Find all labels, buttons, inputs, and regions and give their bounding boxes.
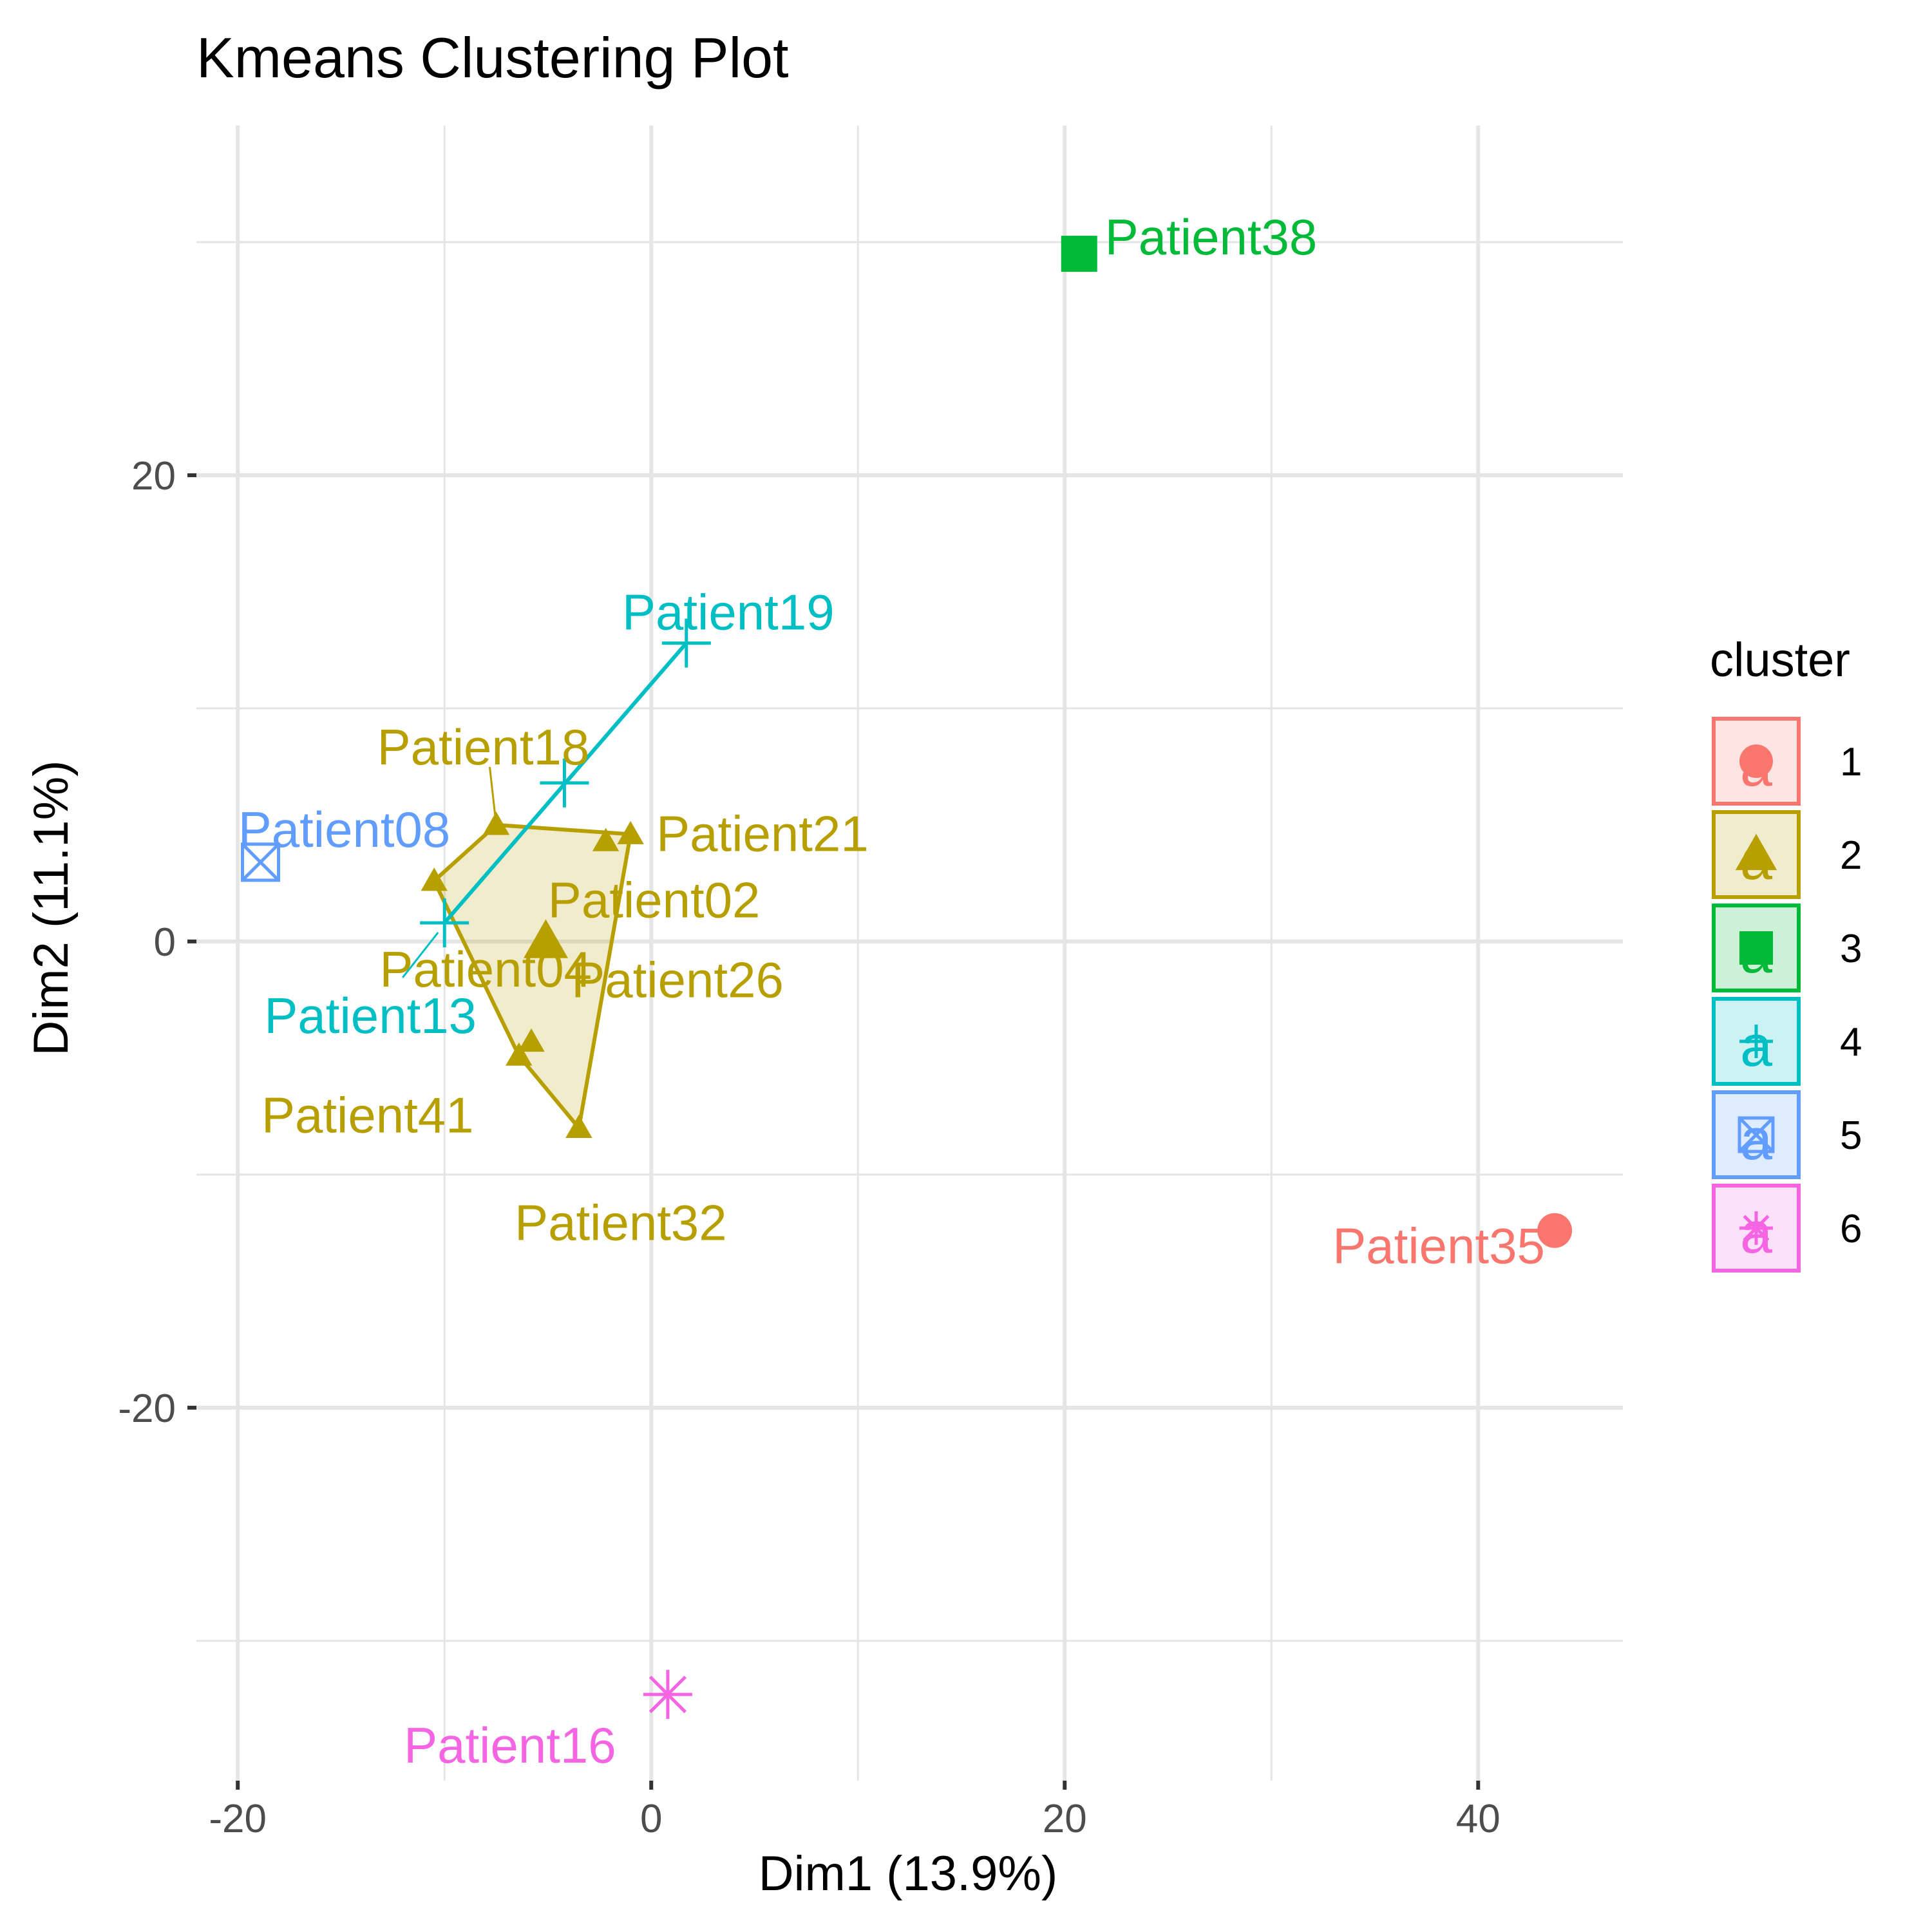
centroid-cluster-4 (540, 758, 589, 808)
x-tick-label: 20 (1043, 1797, 1087, 1841)
point-label-patient26: Patient26 (571, 952, 784, 1009)
grid (196, 126, 1623, 1781)
data-point-patient32 (565, 1114, 592, 1139)
legend-key-box-6 (1712, 1184, 1801, 1273)
point-label-layer: Patient38 Patient19 Patient13 Patient18 Pati… (238, 209, 1545, 1774)
legend-key-shape-2 (1735, 833, 1777, 871)
point-label-patient04: Patient04 (379, 941, 592, 998)
legend-key-shape-6 (1739, 1211, 1773, 1245)
y-axis-title: Dim2 (11.1%) (24, 761, 79, 1056)
point-label-patient13: Patient13 (264, 987, 477, 1044)
data-point-patient21 (617, 820, 644, 844)
data-point-patient13 (420, 898, 469, 947)
data-point-patient18 (482, 811, 510, 835)
data-point-patient26 (518, 1028, 545, 1052)
legend-label-2: 2 (1840, 833, 1862, 878)
point-label-patient02: Patient02 (548, 871, 761, 928)
legend-label-5: 5 (1840, 1113, 1862, 1158)
centroid-cluster-2 (524, 919, 569, 958)
legend-title: cluster (1710, 633, 1850, 687)
point-label-patient41: Patient41 (261, 1086, 474, 1143)
point-label-patient18: Patient18 (377, 719, 590, 775)
data-point-layer (241, 236, 1573, 1719)
data-point-patient02 (592, 828, 620, 851)
x-tick-label: -20 (209, 1797, 267, 1841)
data-point-patient08 (241, 842, 281, 882)
legend-key-shape-1 (1739, 744, 1773, 778)
legend: cluster a1a2a3a4a5a6 (1710, 633, 1862, 1273)
y-tick-label: 20 (131, 454, 176, 498)
legend-label-4: 4 (1840, 1020, 1862, 1065)
point-label-patient16: Patient16 (404, 1717, 616, 1774)
data-point-patient16 (643, 1670, 692, 1719)
data-point-patient35 (1537, 1213, 1573, 1248)
x-tick-label: 0 (640, 1797, 662, 1841)
point-label-patient35: Patient35 (1332, 1218, 1545, 1274)
y-tick-label: 0 (154, 920, 176, 965)
point-label-patient32: Patient32 (515, 1194, 727, 1251)
point-label-patient21: Patient21 (656, 805, 869, 862)
axes: -20 0 20 40 -20 0 20 (118, 454, 1500, 1841)
legend-label-3: 3 (1840, 927, 1862, 971)
point-label-patient19: Patient19 (622, 584, 835, 641)
label-leader-line (402, 932, 439, 978)
x-tick-label: 40 (1456, 1797, 1501, 1841)
legend-label-1: 1 (1840, 740, 1862, 784)
legend-key-shape-4 (1739, 1025, 1773, 1058)
data-point-patient41 (506, 1042, 533, 1066)
point-label-patient38: Patient38 (1105, 209, 1318, 265)
legend-key-shape-3 (1739, 931, 1773, 965)
y-tick-label: -20 (118, 1387, 176, 1431)
legend-key-box-2 (1712, 810, 1801, 899)
point-label-patient08: Patient08 (238, 801, 451, 858)
x-axis-title: Dim1 (13.9%) (759, 1846, 1058, 1901)
legend-label-6: 6 (1840, 1207, 1862, 1251)
data-point-patient38 (1061, 236, 1097, 272)
data-point-patient04 (421, 867, 448, 891)
data-point-patient19 (661, 618, 711, 668)
chart-title: Kmeans Clustering Plot (196, 26, 789, 90)
legend-key-shape-5 (1738, 1116, 1775, 1153)
